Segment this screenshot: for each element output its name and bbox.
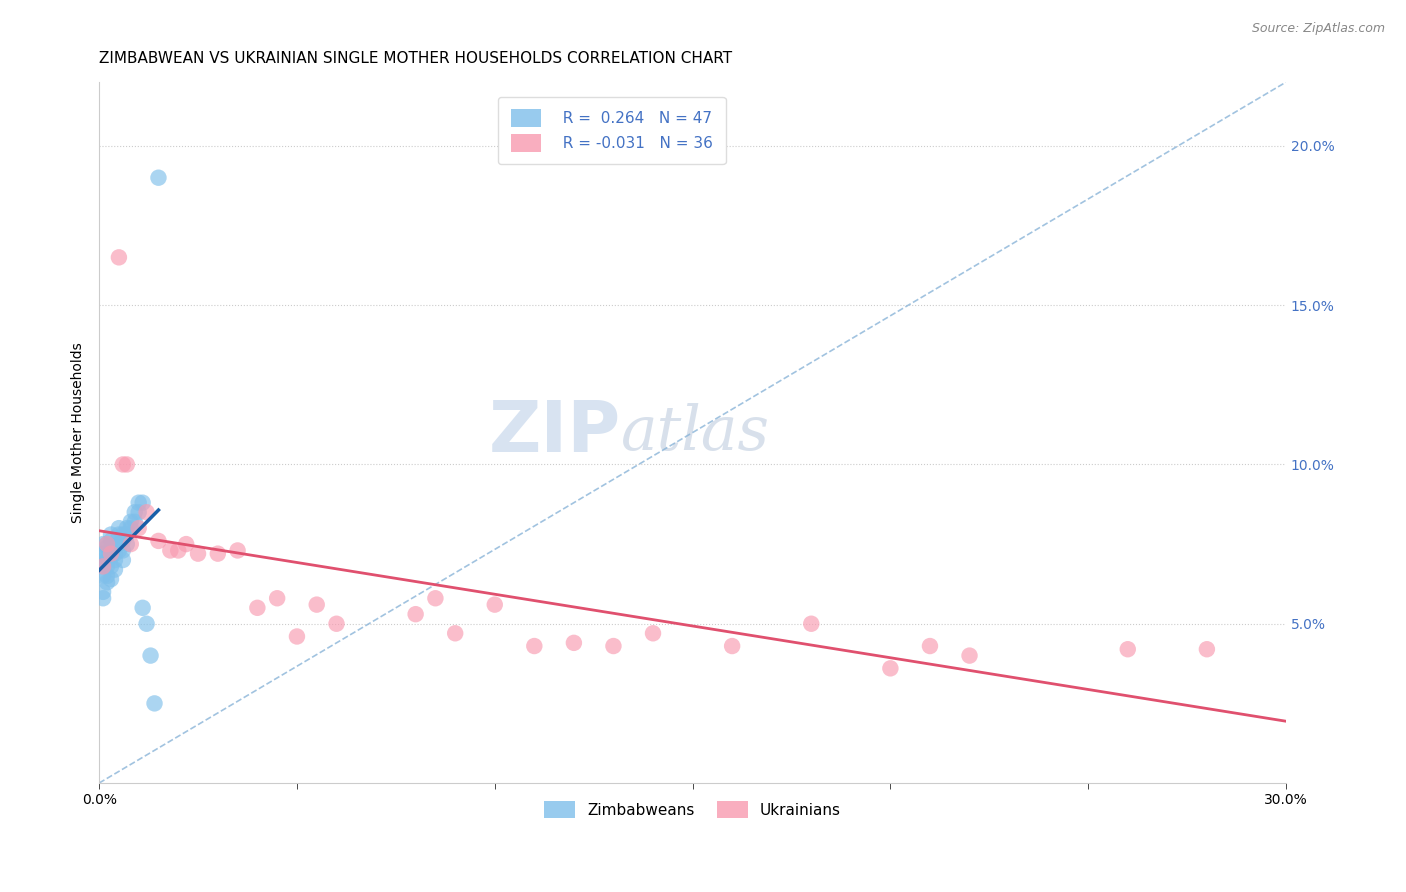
Point	[207, 547, 229, 561]
Point	[96, 575, 118, 590]
Point	[246, 600, 269, 615]
Point	[135, 505, 157, 519]
Point	[444, 626, 467, 640]
Point	[115, 458, 138, 472]
Point	[111, 533, 134, 548]
Point	[120, 515, 142, 529]
Point	[91, 591, 114, 606]
Text: Source: ZipAtlas.com: Source: ZipAtlas.com	[1251, 22, 1385, 36]
Text: atlas: atlas	[621, 402, 770, 463]
Point	[100, 533, 122, 548]
Text: ZIP: ZIP	[489, 398, 621, 467]
Point	[100, 527, 122, 541]
Point	[115, 521, 138, 535]
Point	[174, 537, 197, 551]
Point	[115, 537, 138, 551]
Point	[641, 626, 664, 640]
Point	[96, 537, 118, 551]
Point	[425, 591, 447, 606]
Point	[918, 639, 941, 653]
Point	[108, 521, 131, 535]
Point	[111, 553, 134, 567]
Point	[405, 607, 427, 622]
Point	[91, 547, 114, 561]
Point	[131, 600, 153, 615]
Point	[96, 553, 118, 567]
Point	[108, 251, 131, 265]
Point	[104, 553, 127, 567]
Point	[100, 543, 122, 558]
Point	[139, 648, 162, 663]
Point	[108, 527, 131, 541]
Point	[128, 521, 150, 535]
Point	[124, 505, 146, 519]
Point	[91, 559, 114, 574]
Point	[167, 543, 190, 558]
Point	[104, 547, 127, 561]
Point	[1195, 642, 1218, 657]
Point	[91, 537, 114, 551]
Point	[148, 533, 170, 548]
Point	[100, 572, 122, 586]
Point	[108, 537, 131, 551]
Point	[120, 537, 142, 551]
Point	[124, 515, 146, 529]
Point	[91, 585, 114, 599]
Point	[100, 549, 122, 564]
Point	[96, 547, 118, 561]
Point	[96, 541, 118, 555]
Point	[285, 630, 308, 644]
Point	[91, 559, 114, 574]
Point	[562, 636, 585, 650]
Point	[266, 591, 288, 606]
Point	[128, 505, 150, 519]
Point	[226, 543, 249, 558]
Point	[91, 553, 114, 567]
Point	[879, 661, 901, 675]
Point	[131, 496, 153, 510]
Point	[721, 639, 744, 653]
Y-axis label: Single Mother Households: Single Mother Households	[72, 343, 86, 523]
Point	[523, 639, 546, 653]
Point	[111, 543, 134, 558]
Point	[143, 697, 166, 711]
Point	[96, 559, 118, 574]
Point	[115, 527, 138, 541]
Point	[159, 543, 181, 558]
Point	[959, 648, 981, 663]
Point	[135, 616, 157, 631]
Point	[104, 563, 127, 577]
Point	[1116, 642, 1139, 657]
Point	[800, 616, 823, 631]
Point	[120, 521, 142, 535]
Point	[108, 543, 131, 558]
Point	[148, 170, 170, 185]
Point	[96, 537, 118, 551]
Point	[111, 458, 134, 472]
Point	[91, 569, 114, 583]
Point	[111, 527, 134, 541]
Point	[484, 598, 506, 612]
Point	[96, 569, 118, 583]
Point	[602, 639, 624, 653]
Point	[104, 541, 127, 555]
Point	[128, 496, 150, 510]
Point	[305, 598, 328, 612]
Point	[100, 559, 122, 574]
Point	[100, 547, 122, 561]
Text: ZIMBABWEAN VS UKRAINIAN SINGLE MOTHER HOUSEHOLDS CORRELATION CHART: ZIMBABWEAN VS UKRAINIAN SINGLE MOTHER HO…	[100, 51, 733, 66]
Point	[325, 616, 347, 631]
Legend: Zimbabweans, Ukrainians: Zimbabweans, Ukrainians	[538, 795, 846, 824]
Point	[187, 547, 209, 561]
